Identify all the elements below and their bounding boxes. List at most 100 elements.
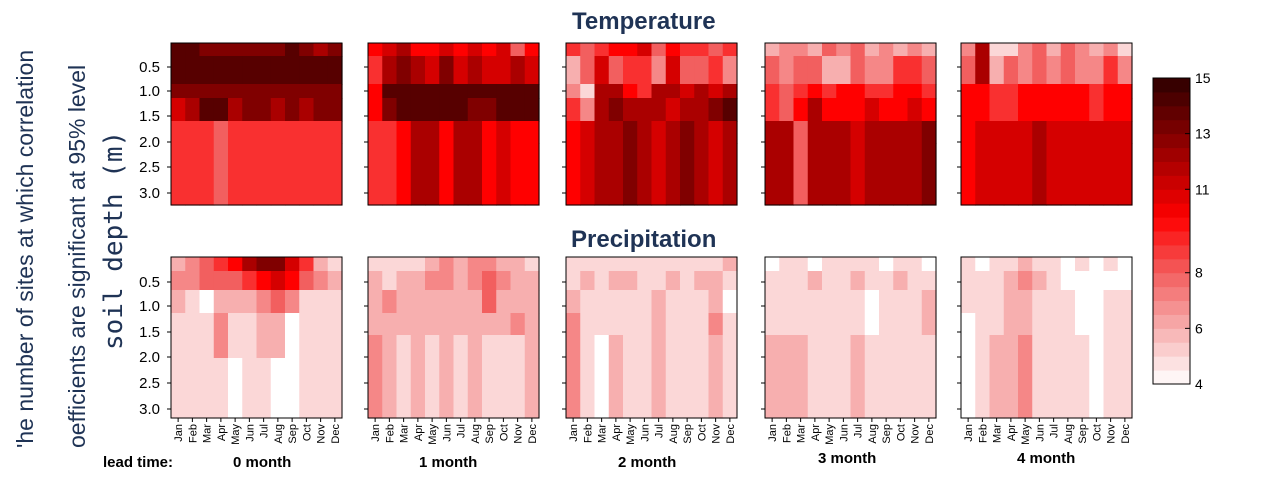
heatmap-cell [453,98,469,122]
heatmap-cell [680,313,695,336]
heatmap-cell [623,335,638,359]
heatmap-cell [1018,313,1033,336]
heatmap-cell [1018,257,1033,272]
heatmap-cell [396,271,412,291]
heatmap-cell [453,257,469,272]
heatmap-cell [779,84,795,99]
heatmap-cell [1117,84,1133,99]
heatmap-cell [580,257,596,272]
heatmap-cell [228,290,243,314]
heatmap-cell [637,121,653,144]
heatmap-cell [299,290,315,314]
heatmap-cell [327,335,343,359]
heatmap-cell [665,43,681,57]
heatmap-cell [1032,84,1048,99]
heatmap-cell [779,56,795,85]
heatmap-cell [836,121,852,144]
heatmap-cell [893,358,909,419]
heatmap-cell [285,271,300,291]
heatmap-cell [975,313,991,336]
x-tick-label: Aug [470,424,482,444]
heatmap-cell [453,313,469,336]
heatmap-cell [1046,121,1062,144]
heatmap-cell [1103,84,1119,99]
heatmap-cell [975,43,991,57]
heatmap-cell [594,335,610,359]
heatmap-cell [1089,335,1105,359]
heatmap-cell [496,143,512,206]
colorbar-segment [1153,356,1190,371]
heatmap-cell [961,313,976,336]
heatmap-cell [270,56,286,85]
heatmap-cell [467,335,483,359]
heatmap-cell [425,358,440,419]
heatmap-cell [651,290,667,314]
heatmap-cell [510,335,526,359]
heatmap-cell [907,257,923,272]
heatmap-cell [921,121,937,144]
heatmap-cell [496,335,512,359]
heatmap-cell [623,56,638,85]
heatmap-cell [1075,43,1090,57]
heatmap-cell [199,43,215,57]
heatmap-cell [708,271,724,291]
heatmap-cell [1075,121,1090,144]
heatmap-cell [1032,98,1048,122]
x-tick-label: Nov [513,424,525,444]
heatmap-cell [893,143,909,206]
heatmap-cell [313,56,329,85]
heatmap-cell [270,257,286,272]
heatmap-cell [185,271,201,291]
colorbar-segment [1153,78,1190,93]
heatmap-cell [708,257,724,272]
heatmap-cell [453,335,469,359]
heatmap-cell [822,143,837,206]
heatmap-cell [961,257,976,272]
heatmap-cell [989,313,1005,336]
heatmap-cell [793,257,809,272]
heatmap-cell [807,335,823,359]
x-tick-label: Aug [1063,424,1075,444]
panel-frame [960,256,1133,419]
heatmap-cell [425,98,440,122]
heatmap-cell [580,56,596,85]
heatmap-cell [396,56,412,85]
heatmap-cell [989,43,1005,57]
heatmap-cell [961,143,976,206]
x-tick-label: Jan [173,424,185,442]
heatmap-cell [285,257,300,272]
heatmap-cell [907,56,923,85]
heatmap-cell [1032,143,1048,206]
heatmap-cell [850,56,866,85]
heatmap-cell [524,98,540,122]
heatmap-cell [765,335,780,359]
heatmap-cell [807,143,823,206]
heatmap-cell [921,313,937,336]
heatmap-cell [822,271,837,291]
heatmap-cell [313,84,329,99]
heatmap-cell [410,358,426,419]
heatmap-cell [467,56,483,85]
heatmap-cell [228,84,243,99]
heatmap-cell [1103,271,1119,291]
heatmap-cell [975,121,991,144]
heatmap-cell [1089,313,1105,336]
heatmap-cell [327,56,343,85]
x-tick-label: Sep [1077,424,1089,444]
heatmap-cell [213,43,229,57]
heatmap-cell [864,313,880,336]
heatmap-cell [680,257,695,272]
heatmap-cell [623,313,638,336]
heatmap-cell [975,98,991,122]
heatmap-cell [893,290,909,314]
heatmap-cell [382,358,398,419]
heatmap-cell [608,43,624,57]
heatmap-cell [989,290,1005,314]
heatmap-cell [793,43,809,57]
panel-frame [764,42,937,206]
heatmap-cell [242,84,258,99]
heatmap-cell [850,271,866,291]
heatmap-cell [961,121,976,144]
heatmap-cell [1117,271,1133,291]
heatmap-cell [228,257,243,272]
